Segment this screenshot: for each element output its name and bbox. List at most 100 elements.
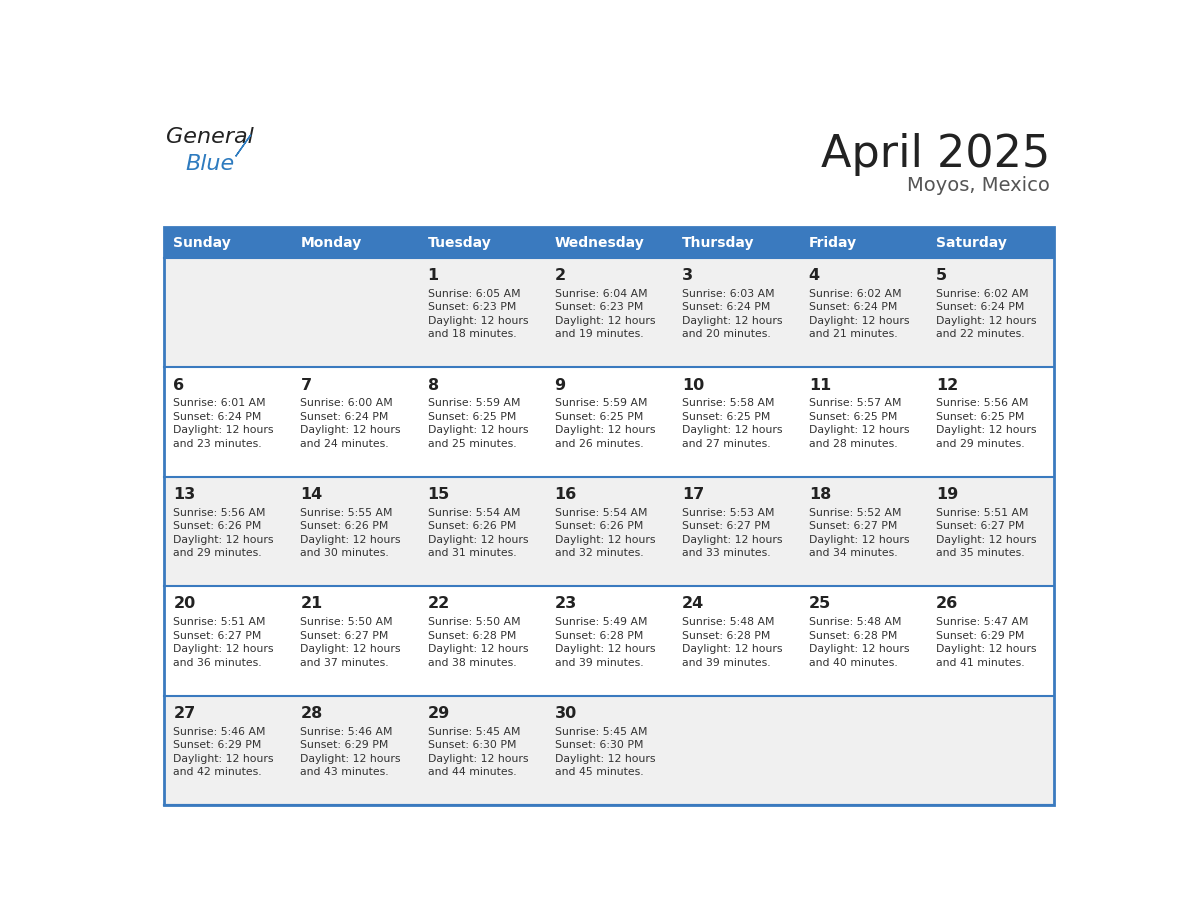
Text: Saturday: Saturday bbox=[936, 236, 1006, 250]
Text: and 33 minutes.: and 33 minutes. bbox=[682, 548, 770, 558]
Text: Sunrise: 5:54 AM: Sunrise: 5:54 AM bbox=[555, 508, 647, 518]
Text: Friday: Friday bbox=[809, 236, 857, 250]
Text: and 40 minutes.: and 40 minutes. bbox=[809, 657, 898, 667]
Text: 25: 25 bbox=[809, 597, 832, 611]
Text: Thursday: Thursday bbox=[682, 236, 754, 250]
Text: Daylight: 12 hours: Daylight: 12 hours bbox=[555, 316, 655, 326]
Text: and 39 minutes.: and 39 minutes. bbox=[682, 657, 770, 667]
Text: and 31 minutes.: and 31 minutes. bbox=[428, 548, 516, 558]
Text: Sunday: Sunday bbox=[173, 236, 230, 250]
Text: 20: 20 bbox=[173, 597, 196, 611]
Text: Sunset: 6:28 PM: Sunset: 6:28 PM bbox=[555, 631, 643, 641]
Text: Sunrise: 6:00 AM: Sunrise: 6:00 AM bbox=[301, 398, 393, 409]
Text: 4: 4 bbox=[809, 268, 820, 283]
Text: and 27 minutes.: and 27 minutes. bbox=[682, 439, 770, 449]
Text: Daylight: 12 hours: Daylight: 12 hours bbox=[682, 535, 782, 544]
Bar bbox=[545, 227, 672, 258]
Text: and 29 minutes.: and 29 minutes. bbox=[936, 439, 1024, 449]
Bar bbox=[291, 227, 418, 258]
Text: Daylight: 12 hours: Daylight: 12 hours bbox=[555, 644, 655, 655]
Text: Wednesday: Wednesday bbox=[555, 236, 644, 250]
Text: Sunset: 6:26 PM: Sunset: 6:26 PM bbox=[555, 521, 643, 532]
Text: Sunrise: 5:45 AM: Sunrise: 5:45 AM bbox=[555, 727, 647, 737]
Text: Sunrise: 5:47 AM: Sunrise: 5:47 AM bbox=[936, 617, 1029, 627]
Text: and 36 minutes.: and 36 minutes. bbox=[173, 657, 261, 667]
Text: Sunrise: 5:46 AM: Sunrise: 5:46 AM bbox=[173, 727, 266, 737]
Text: Daylight: 12 hours: Daylight: 12 hours bbox=[428, 644, 527, 655]
Text: Sunset: 6:25 PM: Sunset: 6:25 PM bbox=[682, 412, 770, 421]
Bar bbox=[164, 227, 1054, 805]
Text: Daylight: 12 hours: Daylight: 12 hours bbox=[173, 754, 273, 764]
Text: 7: 7 bbox=[301, 377, 311, 393]
Text: 12: 12 bbox=[936, 377, 959, 393]
Text: Daylight: 12 hours: Daylight: 12 hours bbox=[173, 425, 273, 435]
Text: Daylight: 12 hours: Daylight: 12 hours bbox=[428, 535, 527, 544]
Text: Sunset: 6:24 PM: Sunset: 6:24 PM bbox=[682, 302, 770, 312]
Text: Sunset: 6:28 PM: Sunset: 6:28 PM bbox=[428, 631, 516, 641]
Text: Daylight: 12 hours: Daylight: 12 hours bbox=[301, 425, 400, 435]
Text: Sunrise: 6:02 AM: Sunrise: 6:02 AM bbox=[936, 289, 1029, 298]
Text: Sunset: 6:29 PM: Sunset: 6:29 PM bbox=[936, 631, 1024, 641]
Text: and 30 minutes.: and 30 minutes. bbox=[301, 548, 390, 558]
Bar bbox=[800, 227, 927, 258]
Text: and 18 minutes.: and 18 minutes. bbox=[428, 330, 516, 340]
Text: 15: 15 bbox=[428, 487, 450, 502]
Text: 18: 18 bbox=[809, 487, 832, 502]
Text: and 44 minutes.: and 44 minutes. bbox=[428, 767, 516, 778]
Text: 22: 22 bbox=[428, 597, 450, 611]
Text: Sunset: 6:25 PM: Sunset: 6:25 PM bbox=[936, 412, 1024, 421]
Text: Sunset: 6:24 PM: Sunset: 6:24 PM bbox=[936, 302, 1024, 312]
Text: Daylight: 12 hours: Daylight: 12 hours bbox=[301, 644, 400, 655]
Text: and 24 minutes.: and 24 minutes. bbox=[301, 439, 388, 449]
Text: Sunrise: 5:51 AM: Sunrise: 5:51 AM bbox=[173, 617, 266, 627]
Text: Tuesday: Tuesday bbox=[428, 236, 492, 250]
Text: Sunset: 6:23 PM: Sunset: 6:23 PM bbox=[555, 302, 643, 312]
Text: Monday: Monday bbox=[301, 236, 361, 250]
Text: Daylight: 12 hours: Daylight: 12 hours bbox=[682, 644, 782, 655]
Text: Daylight: 12 hours: Daylight: 12 hours bbox=[682, 425, 782, 435]
Text: and 19 minutes.: and 19 minutes. bbox=[555, 330, 643, 340]
Text: 24: 24 bbox=[682, 597, 704, 611]
Text: 28: 28 bbox=[301, 706, 323, 721]
Text: Sunset: 6:28 PM: Sunset: 6:28 PM bbox=[809, 631, 897, 641]
Text: Sunrise: 6:05 AM: Sunrise: 6:05 AM bbox=[428, 289, 520, 298]
Text: and 26 minutes.: and 26 minutes. bbox=[555, 439, 643, 449]
Text: Daylight: 12 hours: Daylight: 12 hours bbox=[809, 425, 909, 435]
Text: Sunset: 6:27 PM: Sunset: 6:27 PM bbox=[936, 521, 1024, 532]
Text: Sunrise: 5:49 AM: Sunrise: 5:49 AM bbox=[555, 617, 647, 627]
Text: Sunset: 6:24 PM: Sunset: 6:24 PM bbox=[173, 412, 261, 421]
Text: Sunset: 6:24 PM: Sunset: 6:24 PM bbox=[301, 412, 388, 421]
Text: Sunset: 6:30 PM: Sunset: 6:30 PM bbox=[555, 740, 643, 750]
Bar bbox=[927, 227, 1054, 258]
Text: 30: 30 bbox=[555, 706, 577, 721]
Text: Daylight: 12 hours: Daylight: 12 hours bbox=[682, 316, 782, 326]
Text: 16: 16 bbox=[555, 487, 577, 502]
Text: Sunrise: 6:03 AM: Sunrise: 6:03 AM bbox=[682, 289, 775, 298]
Text: Daylight: 12 hours: Daylight: 12 hours bbox=[428, 425, 527, 435]
Text: and 35 minutes.: and 35 minutes. bbox=[936, 548, 1024, 558]
Text: 29: 29 bbox=[428, 706, 450, 721]
Text: and 38 minutes.: and 38 minutes. bbox=[428, 657, 516, 667]
Text: 3: 3 bbox=[682, 268, 693, 283]
Text: and 42 minutes.: and 42 minutes. bbox=[173, 767, 261, 778]
Text: Sunset: 6:27 PM: Sunset: 6:27 PM bbox=[301, 631, 388, 641]
Text: 17: 17 bbox=[682, 487, 704, 502]
Text: and 20 minutes.: and 20 minutes. bbox=[682, 330, 771, 340]
Text: 27: 27 bbox=[173, 706, 196, 721]
Text: Sunrise: 5:48 AM: Sunrise: 5:48 AM bbox=[809, 617, 902, 627]
Text: and 21 minutes.: and 21 minutes. bbox=[809, 330, 897, 340]
Text: and 29 minutes.: and 29 minutes. bbox=[173, 548, 261, 558]
Text: 5: 5 bbox=[936, 268, 947, 283]
Text: and 45 minutes.: and 45 minutes. bbox=[555, 767, 643, 778]
Text: Sunset: 6:25 PM: Sunset: 6:25 PM bbox=[555, 412, 643, 421]
Text: and 25 minutes.: and 25 minutes. bbox=[428, 439, 516, 449]
Text: Sunset: 6:26 PM: Sunset: 6:26 PM bbox=[428, 521, 516, 532]
Text: Daylight: 12 hours: Daylight: 12 hours bbox=[809, 644, 909, 655]
Text: Sunrise: 5:59 AM: Sunrise: 5:59 AM bbox=[555, 398, 647, 409]
Text: Sunrise: 5:54 AM: Sunrise: 5:54 AM bbox=[428, 508, 520, 518]
Text: Daylight: 12 hours: Daylight: 12 hours bbox=[555, 425, 655, 435]
Text: and 23 minutes.: and 23 minutes. bbox=[173, 439, 261, 449]
Text: Daylight: 12 hours: Daylight: 12 hours bbox=[809, 535, 909, 544]
Bar bbox=[164, 227, 291, 258]
Text: April 2025: April 2025 bbox=[821, 133, 1050, 176]
